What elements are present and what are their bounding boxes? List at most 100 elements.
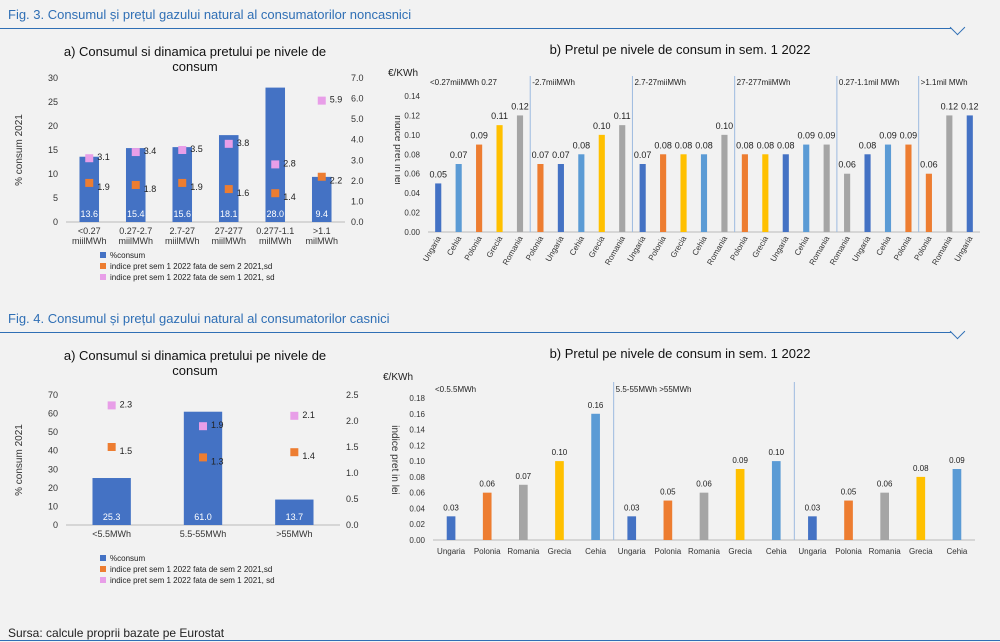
fig4a-bar — [92, 478, 131, 525]
fig3b-value-label: 0.11 — [614, 111, 631, 121]
fig3b-value-label: 0.09 — [797, 131, 815, 141]
fig3b-bar — [435, 183, 442, 232]
fig3b-value-label: 0.10 — [716, 121, 734, 131]
fig4a-orange-label: 1.4 — [302, 451, 315, 461]
fig3a-left-tick: 10 — [48, 169, 58, 179]
fig3a-pink-label: 5.9 — [330, 95, 343, 105]
fig3a-right-tick: 5.0 — [351, 114, 364, 124]
fig3b-bar — [782, 154, 789, 232]
fig3a-category-label: miilMWh — [165, 236, 200, 246]
fig4a-bar-label: 61.0 — [194, 512, 212, 522]
fig4b-bar — [916, 476, 926, 540]
fig3a-pink-label: 3.1 — [97, 152, 110, 162]
fig3b-bar — [721, 134, 728, 232]
fig3b-value-label: 0.07 — [450, 150, 468, 160]
fig4b-category-label: Romania — [688, 547, 721, 556]
fig4b-category-label: Cehia — [766, 547, 787, 556]
fig3b-bar — [578, 154, 585, 232]
fig3b-bar — [496, 125, 503, 232]
fig4a-right-tick: 1.5 — [346, 442, 359, 452]
fig4b-bar — [771, 461, 781, 540]
fig3a-legend-label: indice pret sem 1 2022 fata de sem 1 202… — [110, 273, 275, 282]
fig3b-y-tick: 0.06 — [404, 170, 420, 179]
fig3b-category-label: Ungaria — [769, 234, 791, 263]
fig3b-category-label: Polonia — [892, 234, 913, 262]
fig3a-orange-label: 1.9 — [190, 182, 203, 192]
fig4b-value-label: 0.10 — [768, 448, 784, 457]
fig3b-value-label: 0.09 — [879, 131, 897, 141]
fig4a-category-label: <5.5MWh — [92, 529, 131, 539]
fig4a-right-tick: 0.0 — [346, 520, 359, 530]
fig4b-category-label: Ungaria — [618, 547, 647, 556]
fig3a-bar-label: 13.6 — [80, 209, 98, 219]
fig3b-value-label: 0.12 — [961, 101, 979, 111]
fig3a-right-tick: 6.0 — [351, 94, 364, 104]
fig3a-legend-swatch — [100, 252, 106, 258]
fig4a-right-tick: 2.0 — [346, 416, 359, 426]
fig3-rule-notch — [949, 19, 966, 36]
fig4b-y-tick: 0.08 — [409, 473, 425, 482]
fig3b-group-label: >1.1mil MWh — [921, 78, 968, 87]
fig3a-right-tick: 2.0 — [351, 176, 364, 186]
fig3a-category-label: miilMWh — [72, 236, 107, 246]
fig3a-bar-label: 9.4 — [315, 209, 328, 219]
fig4a-right-tick: 0.5 — [346, 494, 359, 504]
fig4a-orange-label: 1.5 — [120, 446, 133, 456]
fig4b-group-label: 5.5-55MWh >55MWh — [616, 385, 692, 394]
fig3b-bar — [925, 173, 932, 232]
fig4b-category-label: Grecia — [548, 547, 572, 556]
fig3b-value-label: 0.11 — [491, 111, 508, 121]
fig3b-category-label: Romania — [501, 234, 525, 267]
fig3b-category-label: Romania — [828, 234, 852, 267]
fig3a-right-tick: 7.0 — [351, 73, 364, 83]
fig3b-value-label: 0.07 — [532, 150, 550, 160]
fig3a-pink-label: 3.5 — [190, 144, 203, 154]
fig4b-value-label: 0.06 — [877, 480, 893, 489]
fig4b-bar — [555, 461, 564, 540]
fig4a-orange-marker — [107, 443, 116, 451]
fig3b-bar — [823, 144, 830, 232]
fig3b-category-label: Ungaria — [850, 234, 872, 263]
fig3b-bar — [537, 164, 544, 232]
fig4b-y-tick: 0.00 — [409, 536, 425, 545]
fig4b-bar — [808, 516, 817, 540]
fig4b-bar — [699, 492, 709, 540]
fig3b-value-label: 0.09 — [900, 131, 918, 141]
fig3a-category-label: >1.1 — [313, 226, 331, 236]
fig3a-orange-label: 2.2 — [330, 176, 343, 186]
fig3a-orange-marker — [224, 185, 233, 194]
fig4a-title-2: consum — [172, 363, 218, 378]
fig3b-category-label: Polonia — [524, 234, 545, 262]
fig3a-ylabel-left: % consum 2021 — [14, 114, 25, 186]
fig4b-bar — [952, 469, 962, 540]
fig3b-y-tick: 0.02 — [404, 209, 420, 218]
fig4b-category-label: Polonia — [835, 547, 862, 556]
fig3a-pink-marker — [131, 148, 140, 157]
fig3b-value-label: 0.06 — [838, 160, 856, 170]
fig3-title: Fig. 3. Consumul și prețul gazului natur… — [8, 7, 412, 22]
fig4a-left-tick: 40 — [48, 446, 58, 456]
fig3a-left-tick: 15 — [48, 145, 58, 155]
fig3b-bar — [905, 144, 912, 232]
fig3a-pink-marker — [178, 146, 187, 154]
fig3b-value-label: 0.08 — [736, 140, 754, 150]
fig3a-right-tick: 4.0 — [351, 135, 364, 145]
fig4a-ylabel-left: % consum 2021 — [14, 424, 25, 496]
fig3b-group-label: 0.27-1.1mil MWh — [839, 78, 899, 87]
fig3b-y-tick: 0.08 — [404, 150, 420, 159]
fig3a-category-label: miilMWh — [119, 236, 154, 246]
fig3a-ylabel-right: indice pret in lei — [392, 115, 400, 184]
fig4b-value-label: 0.03 — [805, 503, 821, 512]
fig4b-category-label: Polonia — [474, 547, 501, 556]
fig3a-category-label: 2.7-27 — [169, 226, 195, 236]
fig4b-category-label: Cehia — [585, 547, 606, 556]
fig3b-category-label: Ungaria — [953, 234, 975, 263]
fig4a-orange-marker — [199, 453, 207, 462]
fig4b-unit: €/KWh — [383, 372, 413, 383]
fig4b-y-tick: 0.12 — [409, 441, 425, 450]
fig4b-category-label: Ungaria — [798, 547, 827, 556]
fig3b-bar — [884, 144, 892, 232]
fig4b-bar — [663, 500, 673, 540]
fig4b-y-tick: 0.06 — [409, 489, 425, 498]
fig4a-bar-label: 25.3 — [103, 512, 121, 522]
